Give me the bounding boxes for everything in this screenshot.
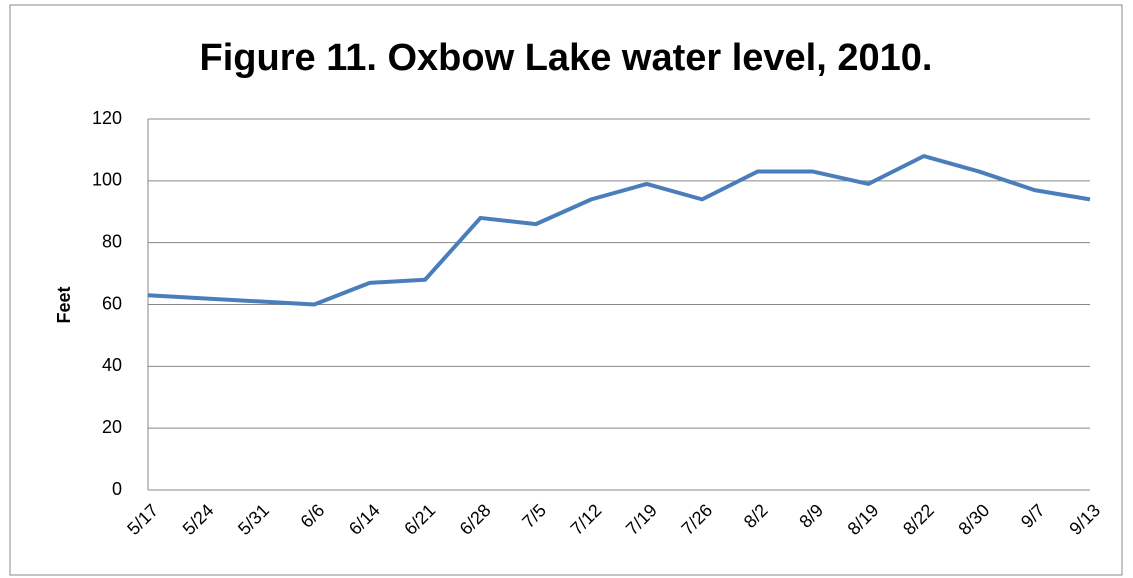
chart-title: Figure 11. Oxbow Lake water level, 2010. — [200, 37, 933, 79]
y-tick-label: 100 — [92, 170, 122, 190]
y-tick-label: 120 — [92, 108, 122, 128]
y-tick-label: 60 — [102, 293, 122, 313]
y-axis-label: Feet — [54, 286, 74, 323]
y-tick-label: 40 — [102, 355, 122, 375]
y-tick-label: 20 — [102, 417, 122, 437]
y-tick-label: 0 — [112, 479, 122, 499]
chart-frame — [9, 4, 1123, 576]
y-tick-label: 80 — [102, 231, 122, 251]
data-line — [147, 154, 1091, 307]
